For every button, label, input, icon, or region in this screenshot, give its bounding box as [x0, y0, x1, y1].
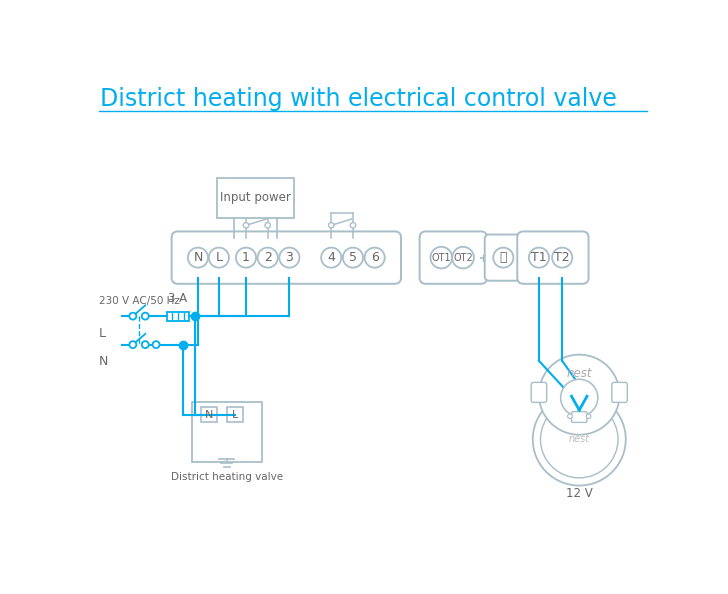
Circle shape	[130, 341, 136, 348]
Circle shape	[365, 248, 384, 268]
Circle shape	[568, 414, 572, 419]
Text: N: N	[99, 355, 108, 368]
FancyBboxPatch shape	[167, 311, 189, 321]
Text: 1: 1	[242, 251, 250, 264]
Circle shape	[586, 414, 591, 419]
FancyBboxPatch shape	[227, 407, 243, 422]
Text: OT1: OT1	[432, 252, 451, 263]
Circle shape	[343, 248, 363, 268]
Text: 2: 2	[264, 251, 272, 264]
Circle shape	[552, 248, 572, 268]
Circle shape	[130, 312, 136, 320]
Circle shape	[280, 248, 299, 268]
Text: District heating valve: District heating valve	[170, 472, 282, 482]
FancyBboxPatch shape	[216, 178, 294, 217]
Text: ⏚: ⏚	[499, 251, 507, 264]
Text: N: N	[205, 410, 213, 420]
Text: nest: nest	[569, 434, 590, 444]
Circle shape	[209, 248, 229, 268]
FancyBboxPatch shape	[419, 232, 487, 284]
Text: Input power: Input power	[220, 191, 290, 204]
Circle shape	[236, 248, 256, 268]
Circle shape	[494, 248, 513, 268]
Circle shape	[142, 312, 149, 320]
Text: T1: T1	[531, 251, 547, 264]
FancyBboxPatch shape	[201, 407, 216, 422]
FancyBboxPatch shape	[172, 232, 401, 284]
FancyBboxPatch shape	[531, 383, 547, 402]
Circle shape	[153, 341, 159, 348]
Circle shape	[188, 248, 208, 268]
Text: 5: 5	[349, 251, 357, 264]
Text: T2: T2	[555, 251, 570, 264]
Circle shape	[533, 393, 626, 485]
Text: nest: nest	[566, 366, 592, 380]
Text: N: N	[193, 251, 202, 264]
Circle shape	[243, 223, 249, 228]
Circle shape	[142, 341, 149, 348]
FancyBboxPatch shape	[612, 383, 628, 402]
FancyBboxPatch shape	[485, 235, 525, 281]
Text: L: L	[99, 327, 106, 340]
Text: 3: 3	[285, 251, 293, 264]
FancyBboxPatch shape	[518, 232, 588, 284]
Circle shape	[350, 223, 356, 228]
FancyBboxPatch shape	[571, 412, 587, 422]
Circle shape	[561, 380, 598, 416]
Text: OT2: OT2	[453, 252, 473, 263]
FancyBboxPatch shape	[191, 402, 261, 463]
Circle shape	[452, 247, 474, 268]
Circle shape	[539, 355, 620, 435]
Text: 230 V AC/50 Hz: 230 V AC/50 Hz	[99, 296, 180, 306]
Circle shape	[529, 248, 549, 268]
Text: 6: 6	[371, 251, 379, 264]
Circle shape	[430, 247, 452, 268]
Circle shape	[328, 223, 334, 228]
Text: 3 A: 3 A	[168, 292, 188, 305]
Text: 12 V: 12 V	[566, 487, 593, 500]
Text: L: L	[215, 251, 222, 264]
Circle shape	[321, 248, 341, 268]
Text: 4: 4	[328, 251, 335, 264]
Text: District heating with electrical control valve: District heating with electrical control…	[100, 87, 617, 110]
Circle shape	[540, 401, 618, 478]
Circle shape	[258, 248, 278, 268]
Text: L: L	[232, 410, 238, 420]
Circle shape	[265, 223, 270, 228]
